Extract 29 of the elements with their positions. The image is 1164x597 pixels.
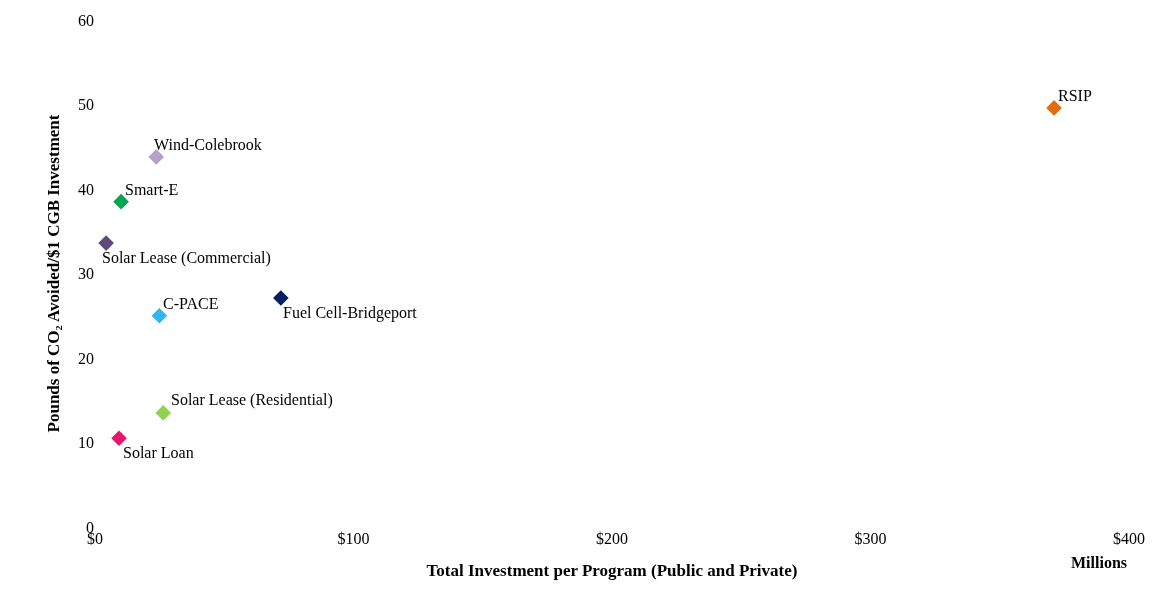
x-axis-title: Total Investment per Program (Public and Private) — [426, 561, 798, 581]
point — [98, 235, 114, 251]
point — [113, 193, 129, 210]
point — [151, 307, 168, 324]
annotation: RSIP — [1058, 87, 1092, 104]
y-tick-label: 10 — [78, 434, 94, 452]
x-tick-label: $300 — [854, 530, 887, 547]
y-tick-label: 50 — [78, 96, 94, 114]
y-tick-label: 40 — [78, 180, 94, 198]
annotation: Solar Lease (Commercial) — [102, 249, 271, 267]
point — [148, 149, 165, 165]
annotation: Solar Loan — [123, 444, 194, 461]
y-axis-title: Pounds of CO₂ Avoided/$1 CGB Investment — [43, 114, 63, 433]
annotation: Fuel Cell-Bridgeport — [283, 304, 418, 322]
x-tick-label: $100 — [337, 530, 370, 547]
x-tick-label: $400 — [1113, 530, 1145, 547]
y-tick-label: 30 — [78, 265, 94, 283]
annotation: Solar Lease (Residential) — [171, 391, 333, 409]
y-tick-label: 60 — [78, 11, 94, 29]
annotation: Wind-Colebrook — [154, 136, 262, 153]
point — [155, 405, 172, 421]
point — [273, 290, 289, 306]
annotation: C-PACE — [163, 295, 219, 312]
y-tick-label: 20 — [78, 349, 94, 367]
annotation: Smart-E — [125, 181, 179, 198]
text: Millions — [1071, 554, 1128, 571]
x-tick-label: $200 — [596, 530, 628, 547]
point — [111, 430, 127, 447]
point — [1046, 100, 1062, 116]
